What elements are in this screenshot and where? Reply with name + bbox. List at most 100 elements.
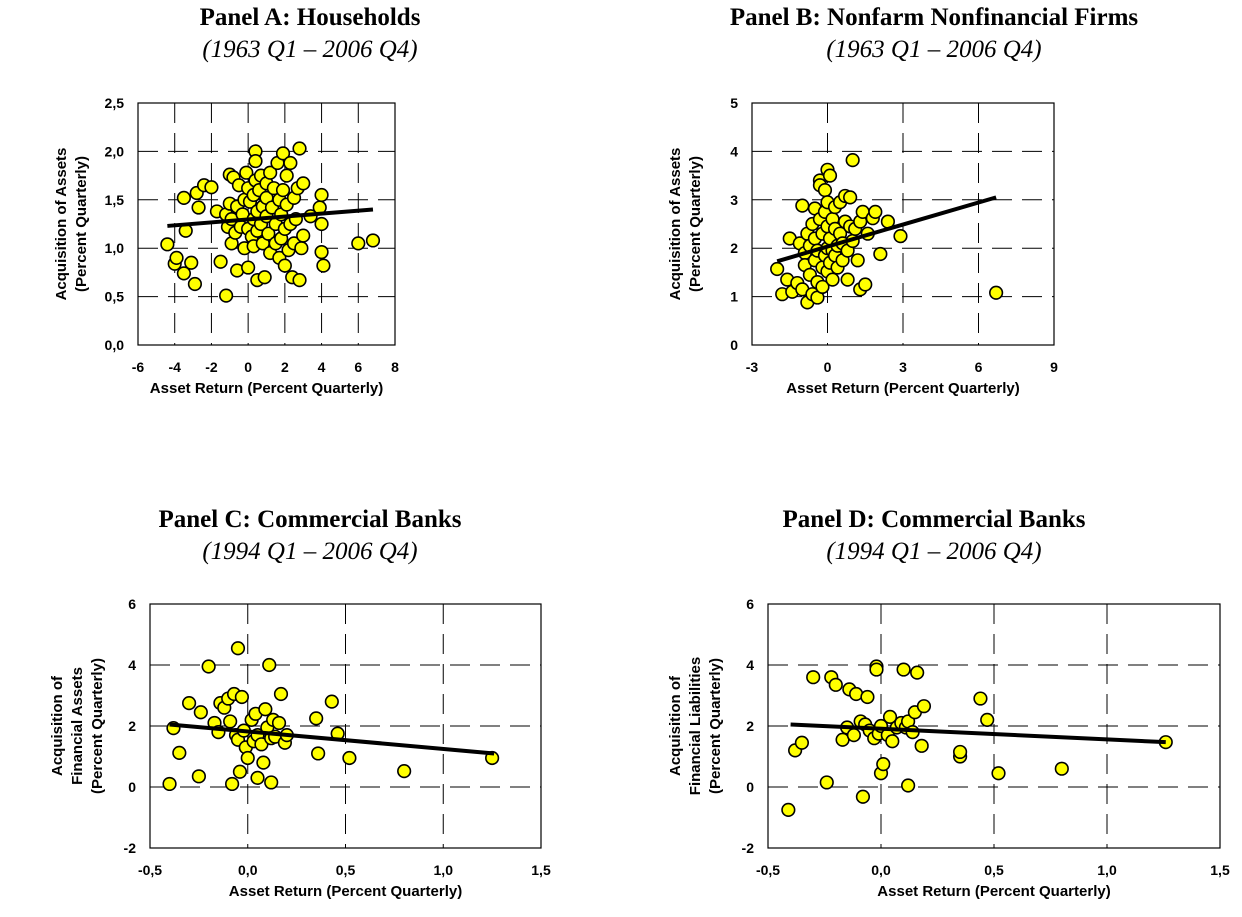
data-point xyxy=(989,285,1004,300)
trend-line xyxy=(790,722,1166,745)
panel-b: Panel B: Nonfarm Nonfinancial Firms (196… xyxy=(634,0,1234,420)
data-point xyxy=(292,141,307,156)
data-point xyxy=(314,216,329,232)
x-tick-label: 0,5 xyxy=(984,862,1004,878)
data-point xyxy=(160,237,175,252)
data-point xyxy=(991,766,1006,781)
x-tick-label: 0,0 xyxy=(238,862,258,878)
data-point xyxy=(855,789,871,804)
data-point xyxy=(162,776,177,792)
data-point xyxy=(169,250,184,265)
plot-frame xyxy=(137,102,396,346)
data-point xyxy=(770,261,785,277)
data-point xyxy=(828,677,843,692)
y-tick-label: 6 xyxy=(128,596,136,612)
data-point xyxy=(234,689,249,705)
data-point xyxy=(1054,761,1069,776)
panel-title: Panel D: Commercial Banks xyxy=(782,506,1086,533)
y-tick-label: 4 xyxy=(746,657,754,673)
y-tick-label: 0 xyxy=(730,337,738,353)
data-point xyxy=(953,744,968,760)
data-point xyxy=(882,709,898,724)
y-tick-label: 1 xyxy=(730,289,738,305)
plot-frame xyxy=(751,102,1055,346)
x-tick-label: -4 xyxy=(168,359,181,375)
data-point xyxy=(176,190,191,205)
x-tick-label: 1,5 xyxy=(1210,862,1230,878)
data-point xyxy=(973,691,988,706)
data-point xyxy=(294,241,309,256)
data-point xyxy=(296,176,311,191)
x-tick-label: 2 xyxy=(281,359,289,375)
scatter-plot: -0,5 0,0 0,5 1,0 1,5 -2 0 2 4 6 Asset Return (Perc… xyxy=(667,596,1230,900)
data-point xyxy=(250,770,265,785)
y-tick-label: 1,0 xyxy=(105,240,125,256)
y-tick-label: -2 xyxy=(742,840,755,856)
plot-frame xyxy=(767,603,1221,849)
data-point xyxy=(261,226,276,241)
panel-title: Panel C: Commercial Banks xyxy=(158,506,462,533)
y-axis-label: Acquisition of Assets xyxy=(667,148,684,301)
x-tick-label: 9 xyxy=(1050,359,1058,375)
data-point xyxy=(172,745,187,760)
y-axis-label: Financial Liabilities xyxy=(687,657,704,795)
data-point xyxy=(271,715,287,731)
data-point xyxy=(264,775,279,790)
x-tick-label: 0,5 xyxy=(336,862,356,878)
data-point xyxy=(239,165,254,180)
data-point xyxy=(893,229,908,244)
scatter-plot: -3 0 3 6 9 0 1 2 3 4 5 Asset Return (Percent Quarte… xyxy=(667,95,1058,397)
trend-line xyxy=(167,207,374,228)
x-tick-label: 4 xyxy=(318,359,326,375)
y-axis-label: (Percent Quarterly) xyxy=(707,658,724,794)
y-axis-label: Acquisition of Assets xyxy=(53,148,70,301)
panel-c: Panel C: Commercial Banks (1994 Q1 – 200… xyxy=(10,496,610,916)
y-tick-label: 1,5 xyxy=(105,192,125,208)
data-point xyxy=(314,187,329,203)
y-tick-label: 2,5 xyxy=(105,95,125,111)
x-tick-label: 1,0 xyxy=(434,862,454,878)
data-point xyxy=(794,735,809,750)
data-point xyxy=(176,266,191,281)
data-point xyxy=(184,255,199,270)
data-point xyxy=(914,738,929,753)
data-point xyxy=(980,712,995,727)
panel-subtitle: (1963 Q1 – 2006 Q4) xyxy=(826,36,1042,63)
x-axis-label: Asset Return (Percent Quarterly) xyxy=(786,380,1019,397)
data-point xyxy=(225,776,240,792)
y-tick-label: 4 xyxy=(730,143,738,159)
data-point xyxy=(258,702,273,717)
y-tick-label: 0,0 xyxy=(105,337,125,353)
data-point xyxy=(241,260,256,275)
data-point xyxy=(191,200,206,215)
data-point xyxy=(869,662,884,677)
data-point xyxy=(256,755,271,770)
data-point xyxy=(219,288,234,303)
y-axis-label: Financial Assets xyxy=(69,667,86,785)
data-point xyxy=(273,686,289,702)
data-point xyxy=(187,276,203,292)
data-point xyxy=(223,714,238,729)
data-point xyxy=(795,198,810,213)
data-point xyxy=(193,705,208,720)
data-point xyxy=(910,665,925,680)
y-tick-label: 6 xyxy=(746,596,754,612)
data-point xyxy=(351,236,366,251)
y-axis-label: (Percent Quarterly) xyxy=(89,658,106,794)
y-tick-label: 3 xyxy=(730,192,738,208)
plot-frame xyxy=(149,603,542,849)
data-point xyxy=(860,689,875,705)
y-axis-label: Acquisition of xyxy=(667,675,684,776)
data-point xyxy=(858,277,873,292)
data-point xyxy=(781,802,796,817)
panel-title: Panel B: Nonfarm Nonfinancial Firms xyxy=(729,4,1139,31)
data-point xyxy=(873,246,888,262)
y-tick-label: 0 xyxy=(746,779,754,795)
data-point xyxy=(365,233,381,248)
data-point xyxy=(815,279,830,295)
scatter-plot: -6 -4 -2 0 2 4 6 8 0,0 0,5 1,0 1,5 2,0 2,5 Asset Retur… xyxy=(53,95,399,397)
data-point xyxy=(397,764,412,779)
scatter-plot: -0,5 0,0 0,5 1,0 1,5 -2 0 2 4 6 Asset Return (Perc… xyxy=(49,596,551,900)
x-tick-label: -0,5 xyxy=(138,862,162,878)
x-tick-label: 6 xyxy=(975,359,983,375)
